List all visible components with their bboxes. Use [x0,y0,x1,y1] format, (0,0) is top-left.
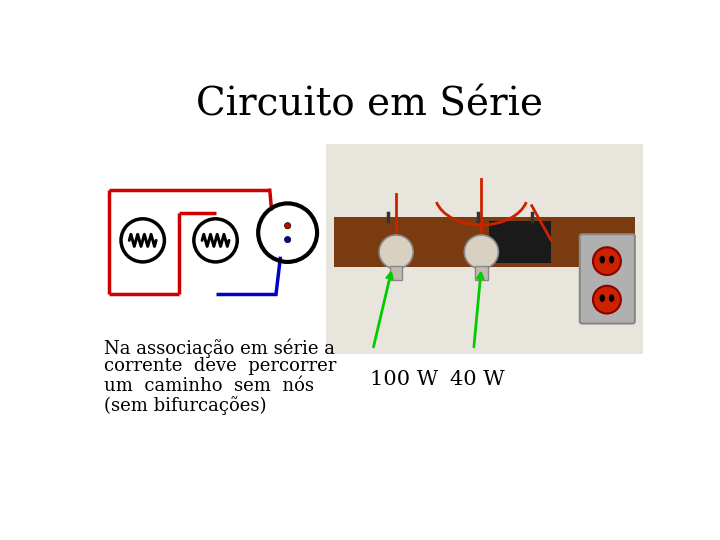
Circle shape [284,222,291,229]
Text: 40 W: 40 W [450,370,505,389]
Text: um  caminho  sem  nós: um caminho sem nós [104,377,314,395]
FancyBboxPatch shape [580,234,635,323]
Circle shape [593,247,621,275]
Text: corrente  deve  percorrer: corrente deve percorrer [104,357,336,375]
Ellipse shape [600,256,605,264]
Bar [475,266,487,280]
Ellipse shape [600,294,605,302]
Bar [489,221,551,264]
Bar [326,144,642,354]
Circle shape [284,237,291,242]
Bar [334,217,635,267]
Text: Circuito em Série: Circuito em Série [196,86,542,123]
Circle shape [593,286,621,314]
Circle shape [464,235,498,269]
Ellipse shape [609,256,614,264]
Circle shape [379,235,413,269]
Bar [390,266,402,280]
Ellipse shape [609,294,614,302]
Text: 100 W: 100 W [370,370,438,389]
Text: (sem bifurcações): (sem bifurcações) [104,396,266,415]
Text: Na associação em série a: Na associação em série a [104,338,335,357]
